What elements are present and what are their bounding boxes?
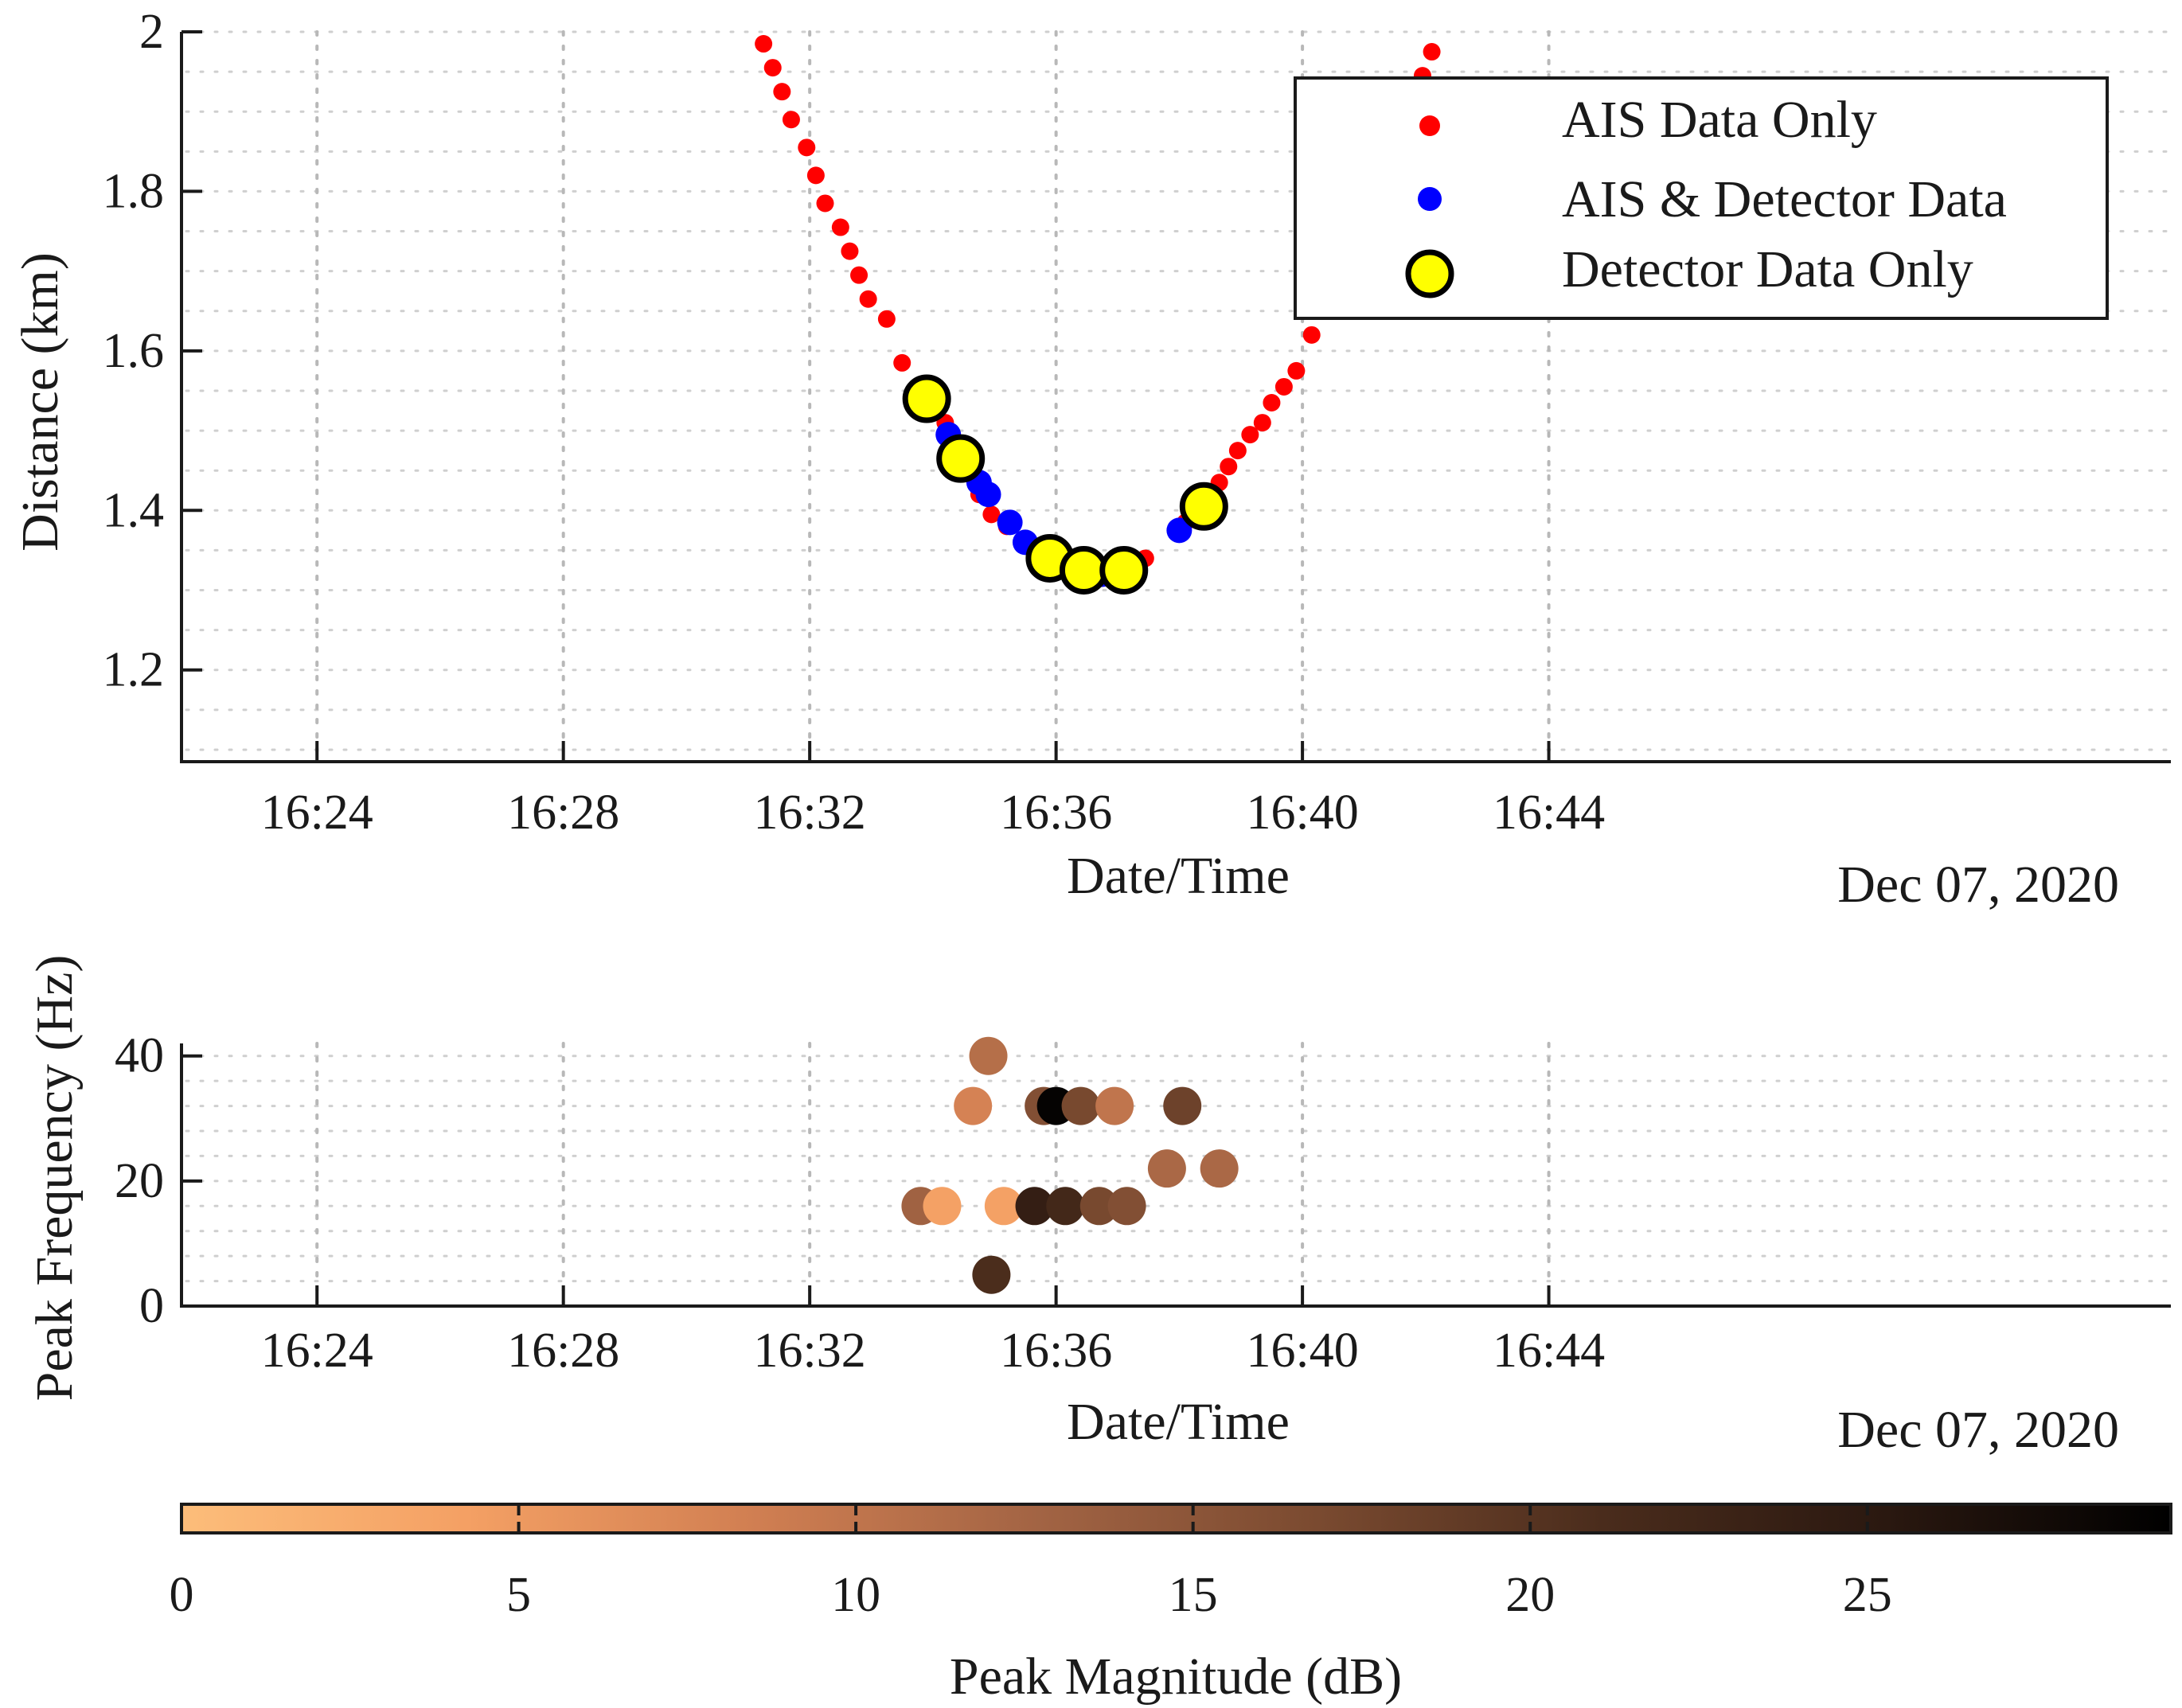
- frequency-point: [1095, 1086, 1134, 1125]
- distance-grid: [185, 30, 2172, 760]
- ais-only-point: [1423, 43, 1441, 61]
- frequency-y-axis-label: Peak Frequency (Hz): [25, 955, 84, 1402]
- ais-only-point: [806, 166, 825, 185]
- frequency-point: [1046, 1187, 1085, 1226]
- ais-only-point: [1302, 326, 1321, 344]
- ais-only-point: [859, 290, 877, 308]
- ais-only-point: [893, 353, 911, 372]
- colorbar: 0 5 10 15 20 25 Peak Magnitude (dB): [170, 1503, 2172, 1706]
- x-tick-label: 16:24: [261, 1324, 373, 1378]
- colorbar-ticks: 0 5 10 15 20 25: [170, 1504, 1892, 1622]
- frequency-points: [901, 1036, 1239, 1294]
- frequency-point: [1163, 1086, 1202, 1125]
- x-tick-label: 16:28: [507, 786, 619, 840]
- frequency-point: [1079, 1187, 1118, 1226]
- ais-only-point: [1228, 442, 1247, 460]
- ais-only-point: [763, 59, 782, 77]
- y-tick-label: 1.2: [103, 643, 165, 697]
- y-tick-label: 20: [115, 1154, 164, 1208]
- axis-line: [180, 32, 2171, 763]
- legend-label-detector-only: Detector Data Only: [1562, 240, 1973, 298]
- frequency-point: [969, 1036, 1008, 1075]
- legend-marker-ais-only: [1419, 115, 1440, 136]
- distance-points: [755, 35, 1441, 595]
- ais-only-point: [798, 138, 816, 157]
- frequency-date-label: Dec 07, 2020: [1837, 1401, 2119, 1459]
- ais-detector-point: [997, 509, 1023, 536]
- colorbar-tick-label: 25: [1843, 1568, 1892, 1622]
- frequency-point: [1061, 1086, 1100, 1125]
- ais-only-point: [982, 505, 1001, 524]
- ais-only-point: [1274, 377, 1293, 396]
- ais-only-point: [877, 310, 896, 328]
- x-tick-label: 16:36: [1000, 786, 1112, 840]
- colorbar-tick-label: 10: [831, 1568, 880, 1622]
- y-tick-label: 40: [115, 1029, 164, 1083]
- detector-only-point: [902, 374, 951, 423]
- colorbar-tick-label: 5: [506, 1568, 531, 1622]
- ais-detector-point: [975, 482, 1001, 508]
- frequency-point: [1200, 1149, 1239, 1188]
- x-tick-label: 16:44: [1493, 786, 1605, 840]
- y-tick-label: 1.4: [103, 483, 165, 537]
- detector-only-point: [1179, 482, 1228, 531]
- x-tick-label: 16:40: [1246, 786, 1358, 840]
- legend-marker-detector-only: [1405, 249, 1454, 298]
- frequency-panel: 0 20 40 16:24 16:28 16:32 16:36 16:40 16:44 Date…: [25, 955, 2172, 1459]
- frequency-point: [923, 1187, 962, 1226]
- legend-marker-ais-detector: [1418, 187, 1442, 211]
- frequency-point: [1147, 1149, 1186, 1188]
- frequency-point: [984, 1187, 1023, 1226]
- frequency-point: [972, 1255, 1011, 1294]
- frequency-point: [954, 1086, 993, 1125]
- x-tick-label: 16:44: [1493, 1324, 1605, 1378]
- legend-label-ais-only: AIS Data Only: [1562, 91, 1877, 149]
- frequency-x-axis-label: Date/Time: [1067, 1393, 1290, 1451]
- ais-only-point: [782, 111, 800, 129]
- ais-only-point: [850, 266, 869, 284]
- ais-only-point: [1220, 458, 1238, 476]
- x-tick-label: 16:24: [261, 786, 373, 840]
- x-tick-label: 16:40: [1246, 1324, 1358, 1378]
- y-tick-label: 0: [139, 1279, 164, 1333]
- legend: AIS Data Only AIS & Detector Data Detect…: [1294, 76, 2109, 320]
- colorbar-gradient: [180, 1503, 2172, 1534]
- ais-only-point: [755, 35, 773, 53]
- colorbar-tick-label: 20: [1505, 1568, 1555, 1622]
- ais-only-point: [816, 194, 834, 213]
- distance-date-label: Dec 07, 2020: [1837, 856, 2119, 914]
- distance-ticks: 1.2 1.4 1.6 1.8 2 16:24 16:28 16:32 16:36 16:40 16…: [103, 5, 1606, 840]
- x-tick-label: 16:36: [1000, 1324, 1112, 1378]
- legend-label-ais-detector: AIS & Detector Data: [1562, 170, 2007, 228]
- colorbar-label: Peak Magnitude (dB): [950, 1648, 1402, 1706]
- colorbar-tick-label: 0: [170, 1568, 194, 1622]
- x-tick-label: 16:28: [507, 1324, 619, 1378]
- ais-only-point: [1253, 414, 1271, 432]
- y-tick-label: 1.6: [103, 324, 165, 378]
- colorbar-tick-label: 15: [1169, 1568, 1218, 1622]
- x-tick-label: 16:32: [754, 1324, 866, 1378]
- ais-detector-point: [1166, 517, 1192, 544]
- distance-panel: 1.2 1.4 1.6 1.8 2 16:24 16:28 16:32 16:36 16:40 16…: [11, 5, 2172, 914]
- x-tick-label: 16:32: [754, 786, 866, 840]
- y-tick-label: 2: [139, 5, 164, 59]
- distance-y-axis-label: Distance (km): [11, 252, 69, 552]
- ais-only-point: [841, 242, 859, 260]
- distance-axes: [180, 32, 2171, 763]
- y-tick-label: 1.8: [103, 164, 165, 218]
- ais-only-point: [1287, 361, 1306, 380]
- ais-only-point: [1241, 426, 1259, 444]
- detector-only-point: [1059, 545, 1108, 595]
- ais-only-point: [1263, 394, 1281, 412]
- detector-only-point: [936, 434, 986, 483]
- frequency-ticks: 0 20 40 16:24 16:28 16:32 16:36 16:40 16:44: [115, 1029, 1605, 1378]
- frequency-point: [1107, 1187, 1146, 1226]
- ais-only-point: [831, 218, 849, 236]
- distance-x-axis-label: Date/Time: [1067, 847, 1290, 905]
- detector-only-point: [1099, 545, 1149, 595]
- ais-only-point: [773, 83, 791, 101]
- frequency-point: [1015, 1187, 1054, 1226]
